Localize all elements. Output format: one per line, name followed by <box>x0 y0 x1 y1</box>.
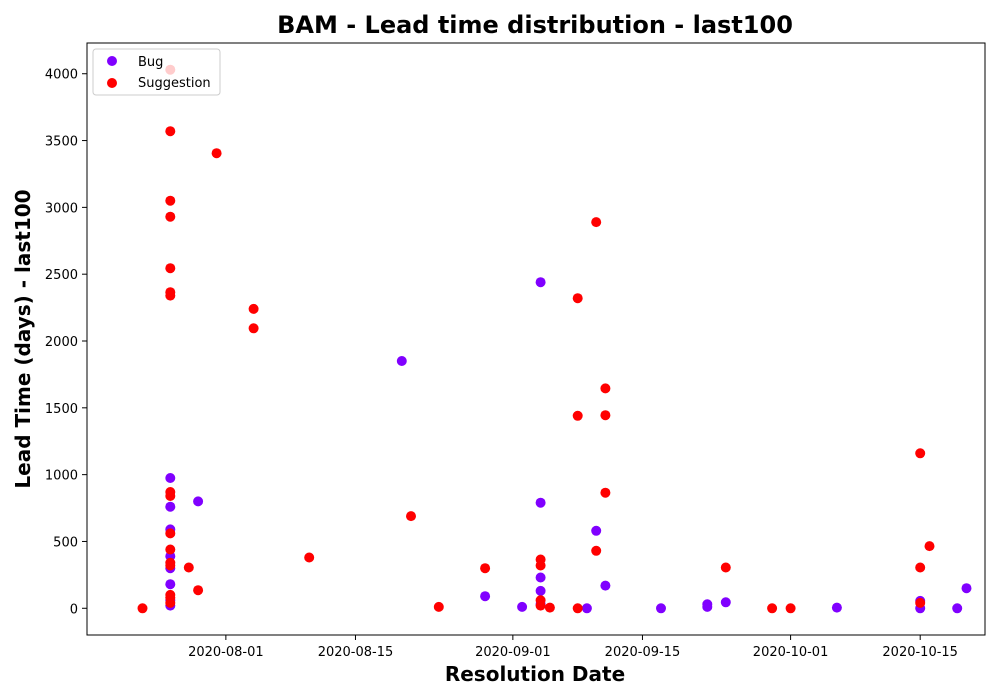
suggestion-point <box>211 148 222 159</box>
suggestion-point <box>600 410 611 421</box>
y-tick-label: 1500 <box>45 402 78 417</box>
suggestion-point <box>572 603 583 614</box>
suggestion-point <box>248 303 259 314</box>
suggestion-point <box>600 383 611 394</box>
bug-point <box>831 602 842 613</box>
suggestion-point <box>183 562 194 573</box>
suggestion-point <box>591 217 602 228</box>
suggestion-point <box>600 487 611 498</box>
x-axis-label: Resolution Date <box>445 662 625 686</box>
suggestion-point <box>165 544 176 555</box>
suggestion-point <box>165 560 176 571</box>
suggestion-point <box>591 545 602 556</box>
suggestion-point <box>165 211 176 222</box>
plot-area <box>86 42 986 636</box>
bug-point <box>535 277 546 288</box>
y-tick-label: 0 <box>70 602 78 617</box>
bug-point <box>961 583 972 594</box>
bug-point <box>517 601 528 612</box>
suggestion-point <box>165 290 176 301</box>
suggestion-point <box>535 600 546 611</box>
x-tick-label: 2020-09-15 <box>605 645 681 660</box>
bug-point <box>952 603 963 614</box>
suggestion-point <box>304 552 315 563</box>
suggestion-point <box>572 293 583 304</box>
x-tick-label: 2020-08-01 <box>188 645 264 660</box>
bug-point <box>193 496 204 507</box>
suggestion-point <box>915 597 926 608</box>
suggestion-point <box>915 448 926 459</box>
bug-point <box>591 525 602 536</box>
bug-point <box>535 585 546 596</box>
legend: Bug Suggestion <box>92 48 221 96</box>
bug-point <box>702 601 713 612</box>
suggestion-point <box>572 410 583 421</box>
suggestion-point <box>165 126 176 137</box>
x-tick-label: 2020-09-01 <box>475 645 551 660</box>
suggestion-point <box>785 603 796 614</box>
bug-point <box>165 501 176 512</box>
x-axis: 2020-08-01 2020-08-15 2020-09-01 2020-09-15… <box>188 635 958 660</box>
bug-point <box>656 603 666 614</box>
suggestion-point <box>165 528 176 539</box>
suggestion-point <box>248 323 259 334</box>
x-tick-label: 2020-08-15 <box>318 645 394 660</box>
bug-point <box>396 356 407 366</box>
x-tick-label: 2020-10-15 <box>882 645 958 660</box>
suggestion-point <box>915 562 926 573</box>
suggestion-point <box>767 603 778 614</box>
y-tick-label: 3500 <box>45 135 78 150</box>
y-tick-label: 1000 <box>45 469 78 484</box>
legend-box <box>92 48 221 96</box>
suggestion-point <box>480 563 491 574</box>
y-axis-label: Lead Time (days) - last100 <box>11 189 35 488</box>
y-axis: 0 500 1000 1500 2000 2500 3000 3500 4000 <box>45 68 87 617</box>
bug-point <box>600 580 611 591</box>
suggestion-point <box>165 491 176 501</box>
bug-point <box>720 597 731 608</box>
suggestion-point <box>406 511 416 522</box>
suggestion-point <box>165 263 176 274</box>
suggestion-point <box>165 195 176 206</box>
suggestion-point <box>165 597 176 608</box>
legend-label-suggestion: Suggestion <box>138 76 211 91</box>
y-tick-label: 4000 <box>45 68 78 83</box>
suggestion-point <box>137 603 148 614</box>
legend-marker-bug <box>107 56 117 66</box>
suggestion-point <box>193 585 204 596</box>
bug-point <box>165 579 176 590</box>
legend-marker-suggestion <box>107 78 117 88</box>
series-suggestion <box>137 64 935 614</box>
suggestion-point <box>535 560 546 571</box>
legend-label-bug: Bug <box>138 55 163 70</box>
bug-point <box>480 591 491 602</box>
bug-point <box>581 603 592 614</box>
x-tick-label: 2020-10-01 <box>753 645 829 660</box>
y-tick-label: 2000 <box>45 335 78 350</box>
series-bug <box>165 277 972 614</box>
chart-title: BAM - Lead time distribution - last100 <box>277 11 793 39</box>
suggestion-point <box>924 541 935 552</box>
bug-point <box>535 572 546 583</box>
suggestion-point <box>720 562 731 573</box>
y-tick-label: 3000 <box>45 201 78 216</box>
suggestion-point <box>544 602 555 613</box>
data-points <box>137 64 972 614</box>
bug-point <box>535 497 546 508</box>
suggestion-point <box>433 601 444 612</box>
bug-point <box>165 473 176 483</box>
y-tick-label: 500 <box>53 535 78 550</box>
y-tick-label: 2500 <box>45 268 78 283</box>
